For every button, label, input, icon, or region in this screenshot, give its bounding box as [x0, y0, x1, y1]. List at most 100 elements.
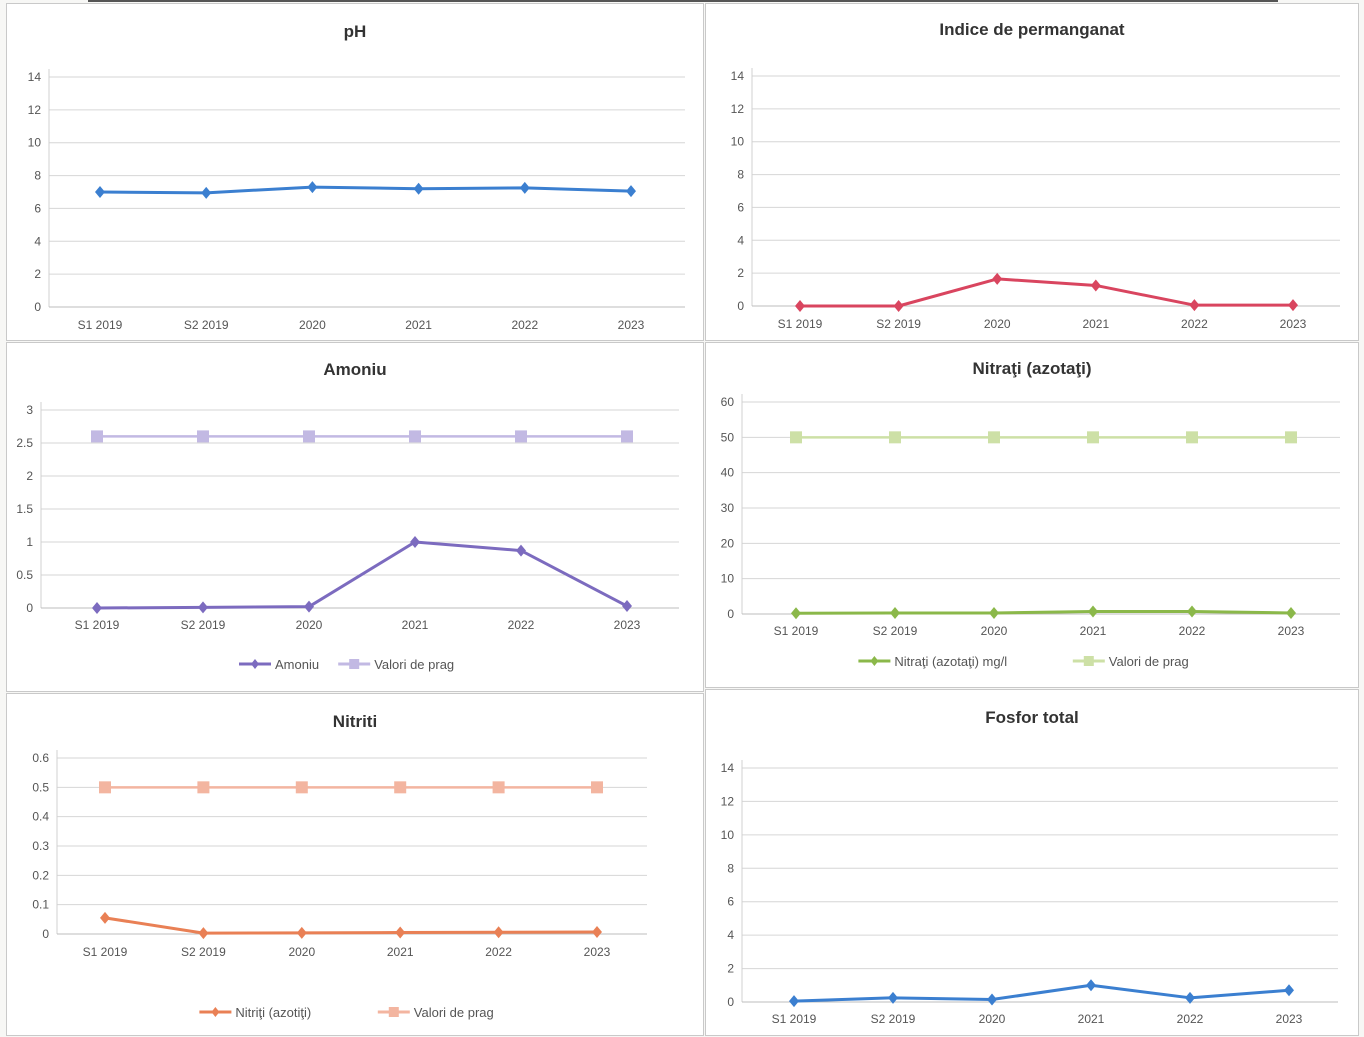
data-point [515, 430, 527, 443]
x-tick-label: 2023 [618, 318, 645, 332]
x-tick-label: 2020 [299, 318, 326, 332]
data-point [95, 186, 105, 198]
y-tick-label: 0 [727, 607, 734, 621]
data-point [409, 430, 421, 443]
data-point [92, 602, 102, 614]
legend-marker [388, 1007, 399, 1017]
y-tick-label: 20 [721, 536, 735, 550]
y-tick-label: 8 [737, 168, 744, 182]
y-tick-label: 4 [34, 234, 41, 248]
y-tick-label: 0.6 [32, 751, 49, 765]
data-point [592, 925, 602, 938]
legend-item: Valori de prag [377, 1005, 494, 1020]
x-tick-label: 2020 [979, 1012, 1006, 1026]
chart-panel-nitrati: Nitraţi (azotaţi) 0 10 20 30 40 50 60 S1 2019 S2… [705, 342, 1359, 688]
x-tick-label: 2021 [1082, 317, 1109, 331]
x-tick-label: 2021 [1078, 1012, 1105, 1026]
x-tick-label: 2020 [981, 624, 1008, 638]
y-tick-label: 14 [721, 761, 735, 775]
x-tick-label: S2 2019 [184, 318, 229, 332]
data-point [99, 781, 111, 794]
legend-label: Valori de prag [414, 1005, 494, 1020]
data-point [198, 927, 209, 940]
x-tick-label: 2020 [288, 945, 315, 959]
chart-title: Nitraţi (azotaţi) [972, 359, 1092, 378]
y-tick-label: 0 [42, 927, 49, 941]
chart-panel-ph: pH 0 2 4 6 8 10 12 14 S1 2019 S2 2019 2020 2021 2022… [6, 3, 704, 341]
x-tick-label: S2 2019 [181, 945, 226, 959]
y-tick-label: 0 [26, 601, 33, 615]
data-point [622, 600, 632, 613]
y-tick-label: 0 [737, 299, 744, 313]
x-tick-label: 2023 [614, 618, 641, 632]
y-tick-label: 2 [26, 469, 33, 483]
y-tick-label: 40 [721, 466, 735, 480]
chart-panel-amoniu: Amoniu 0 0.5 1 1.5 2 2.5 3 S1 2019 S2 2019 2020 20… [6, 342, 704, 692]
y-tick-label: 6 [34, 201, 41, 215]
chart-panel-fosfor: Fosfor total 0 2 4 6 8 10 12 14 S1 2019 S2 2019 20… [705, 689, 1359, 1036]
y-tick-label: 10 [731, 135, 745, 149]
data-point [307, 181, 318, 194]
y-tick-label: 0.5 [32, 780, 49, 794]
x-tick-label: 2022 [1181, 317, 1208, 331]
data-point [1288, 299, 1298, 312]
legend-item: Nitriţi (azotiţi) [199, 1005, 311, 1020]
x-tick-label: 2023 [1280, 317, 1307, 331]
data-point [295, 781, 308, 794]
x-tick-label: 2021 [387, 945, 414, 959]
chart-panel-nitriti: Nitriti 0 0.1 0.2 0.3 0.4 0.5 0.6 S1 2019 S2 201… [6, 693, 704, 1036]
legend-label: Amoniu [275, 657, 319, 672]
x-tick-label: S1 2019 [778, 317, 823, 331]
data-point [492, 781, 505, 794]
legend-label: Nitriţi (azotiţi) [235, 1005, 311, 1020]
y-tick-label: 2 [737, 266, 744, 280]
legend-label: Valori de prag [374, 657, 454, 672]
data-point [197, 781, 210, 794]
y-tick-label: 10 [721, 572, 735, 586]
series-line [793, 983, 1290, 1003]
data-point [493, 926, 504, 939]
y-tick-label: 14 [28, 70, 42, 84]
chart-svg-permanganat: 0 2 4 6 8 10 12 14 S1 2019 S2 2019 2020 2021 2022 202… [731, 68, 1340, 331]
data-point [1286, 606, 1296, 619]
legend-label: Valori de prag [1109, 654, 1189, 669]
legend-item: Nitraţi (azotaţi) mg/l [858, 654, 1007, 669]
y-tick-label: 6 [727, 895, 734, 909]
data-point [992, 272, 1003, 285]
top-border-line [88, 0, 1278, 2]
y-tick-label: 0.5 [16, 568, 33, 582]
chart-title: Fosfor total [985, 708, 1079, 727]
x-tick-label: 2022 [485, 945, 512, 959]
data-point [201, 186, 212, 199]
x-tick-label: 2021 [1080, 624, 1107, 638]
y-tick-label: 6 [737, 200, 744, 214]
data-point [100, 911, 110, 924]
y-tick-label: 0.1 [32, 898, 49, 912]
y-tick-label: 8 [727, 861, 734, 875]
x-tick-label: S1 2019 [83, 945, 128, 959]
data-point [296, 926, 307, 939]
data-point [889, 431, 901, 444]
y-tick-label: 12 [731, 102, 745, 116]
x-tick-label: 2020 [296, 618, 323, 632]
y-tick-label: 14 [731, 69, 745, 83]
y-tick-label: 0.3 [32, 839, 49, 853]
data-point [413, 182, 424, 195]
data-point [888, 991, 898, 1004]
data-point [519, 181, 530, 194]
x-tick-label: 2022 [511, 318, 538, 332]
series-line [800, 277, 1293, 308]
x-tick-label: 2022 [1179, 624, 1206, 638]
y-tick-label: 0.4 [32, 810, 49, 824]
legend-marker [1083, 656, 1094, 666]
data-point [303, 430, 315, 443]
data-point [1086, 979, 1096, 992]
chart-svg-nitrati: 0 10 20 30 40 50 60 S1 2019 S2 2019 2020 2021 2022 2… [721, 394, 1340, 669]
x-tick-label: 2023 [584, 945, 611, 959]
legend-item: Valori de prag [338, 657, 454, 672]
y-tick-label: 1.5 [16, 502, 33, 516]
y-tick-label: 10 [28, 136, 42, 150]
x-tick-label: S1 2019 [772, 1012, 817, 1026]
chart-svg-nitriti: 0 0.1 0.2 0.3 0.4 0.5 0.6 S1 2019 S2 2019 2020 202… [32, 750, 647, 1020]
legend-label: Nitraţi (azotaţi) mg/l [894, 654, 1007, 669]
